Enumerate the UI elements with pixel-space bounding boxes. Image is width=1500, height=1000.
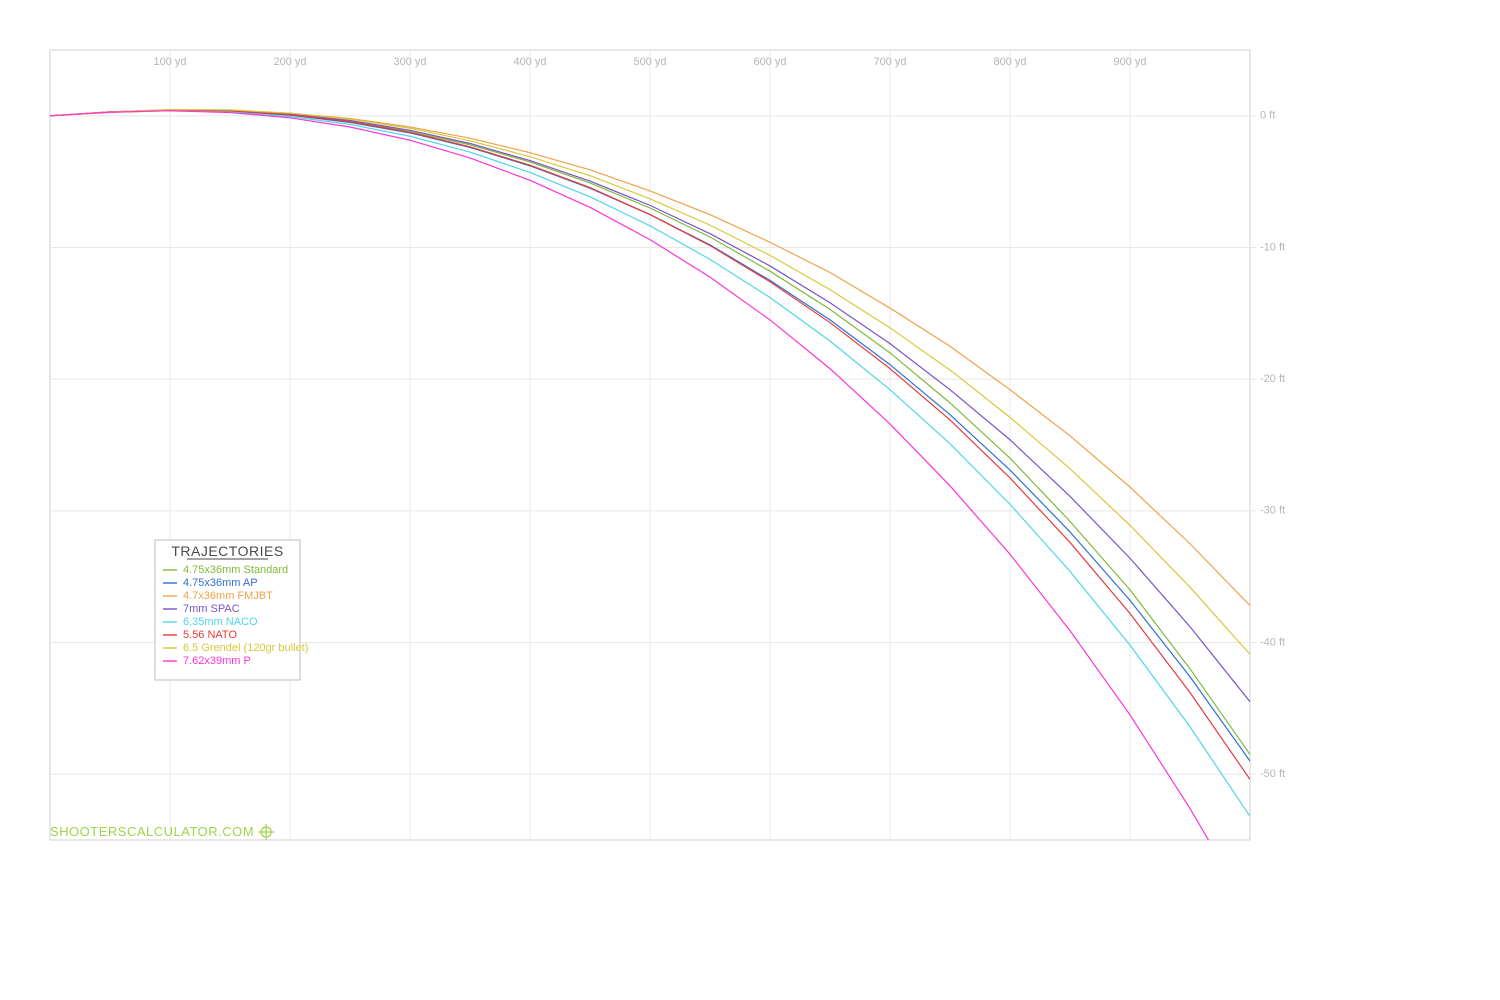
legend-item-label: 4.75x36mm Standard	[183, 564, 288, 576]
x-tick-label: 400 yd	[513, 56, 546, 68]
x-tick-label: 500 yd	[633, 56, 666, 68]
trajectory-chart: 100 yd 200 yd 300 yd 400 yd 500 yd 600 yd 700 …	[0, 0, 1500, 1000]
x-tick-label: 600 yd	[753, 56, 786, 68]
legend-item-label: 6.5 Grendel (120gr bullet)	[183, 642, 308, 654]
y-tick-label: -20 ft	[1260, 373, 1285, 385]
legend-item-label: 4.7x36mm FMJBT	[183, 590, 273, 602]
x-tick-label: 200 yd	[273, 56, 306, 68]
x-tick-label: 800 yd	[993, 56, 1026, 68]
chart-svg: 100 yd 200 yd 300 yd 400 yd 500 yd 600 yd 700 …	[0, 0, 1500, 1000]
legend-item-label: 7.62x39mm P	[183, 655, 251, 667]
x-tick-label: 300 yd	[393, 56, 426, 68]
watermark-text: SHOOTERSCALCULATOR.COM	[50, 824, 254, 839]
legend-item-label: 7mm SPAC	[183, 603, 240, 615]
x-tick-label: 900 yd	[1113, 56, 1146, 68]
legend-item-label: 6,35mm NACO	[183, 616, 258, 628]
y-tick-label: -40 ft	[1260, 636, 1285, 648]
y-tick-label: -50 ft	[1260, 768, 1285, 780]
x-tick-label: 100 yd	[153, 56, 186, 68]
legend-item-label: 4.75x36mm AP	[183, 577, 258, 589]
legend-item-label: 5.56 NATO	[183, 629, 237, 641]
legend-title: TRAJECTORIES	[171, 543, 283, 559]
y-tick-label: -10 ft	[1260, 241, 1285, 253]
y-tick-label: 0 ft	[1260, 110, 1275, 122]
y-tick-label: -30 ft	[1260, 505, 1285, 517]
x-tick-label: 700 yd	[873, 56, 906, 68]
